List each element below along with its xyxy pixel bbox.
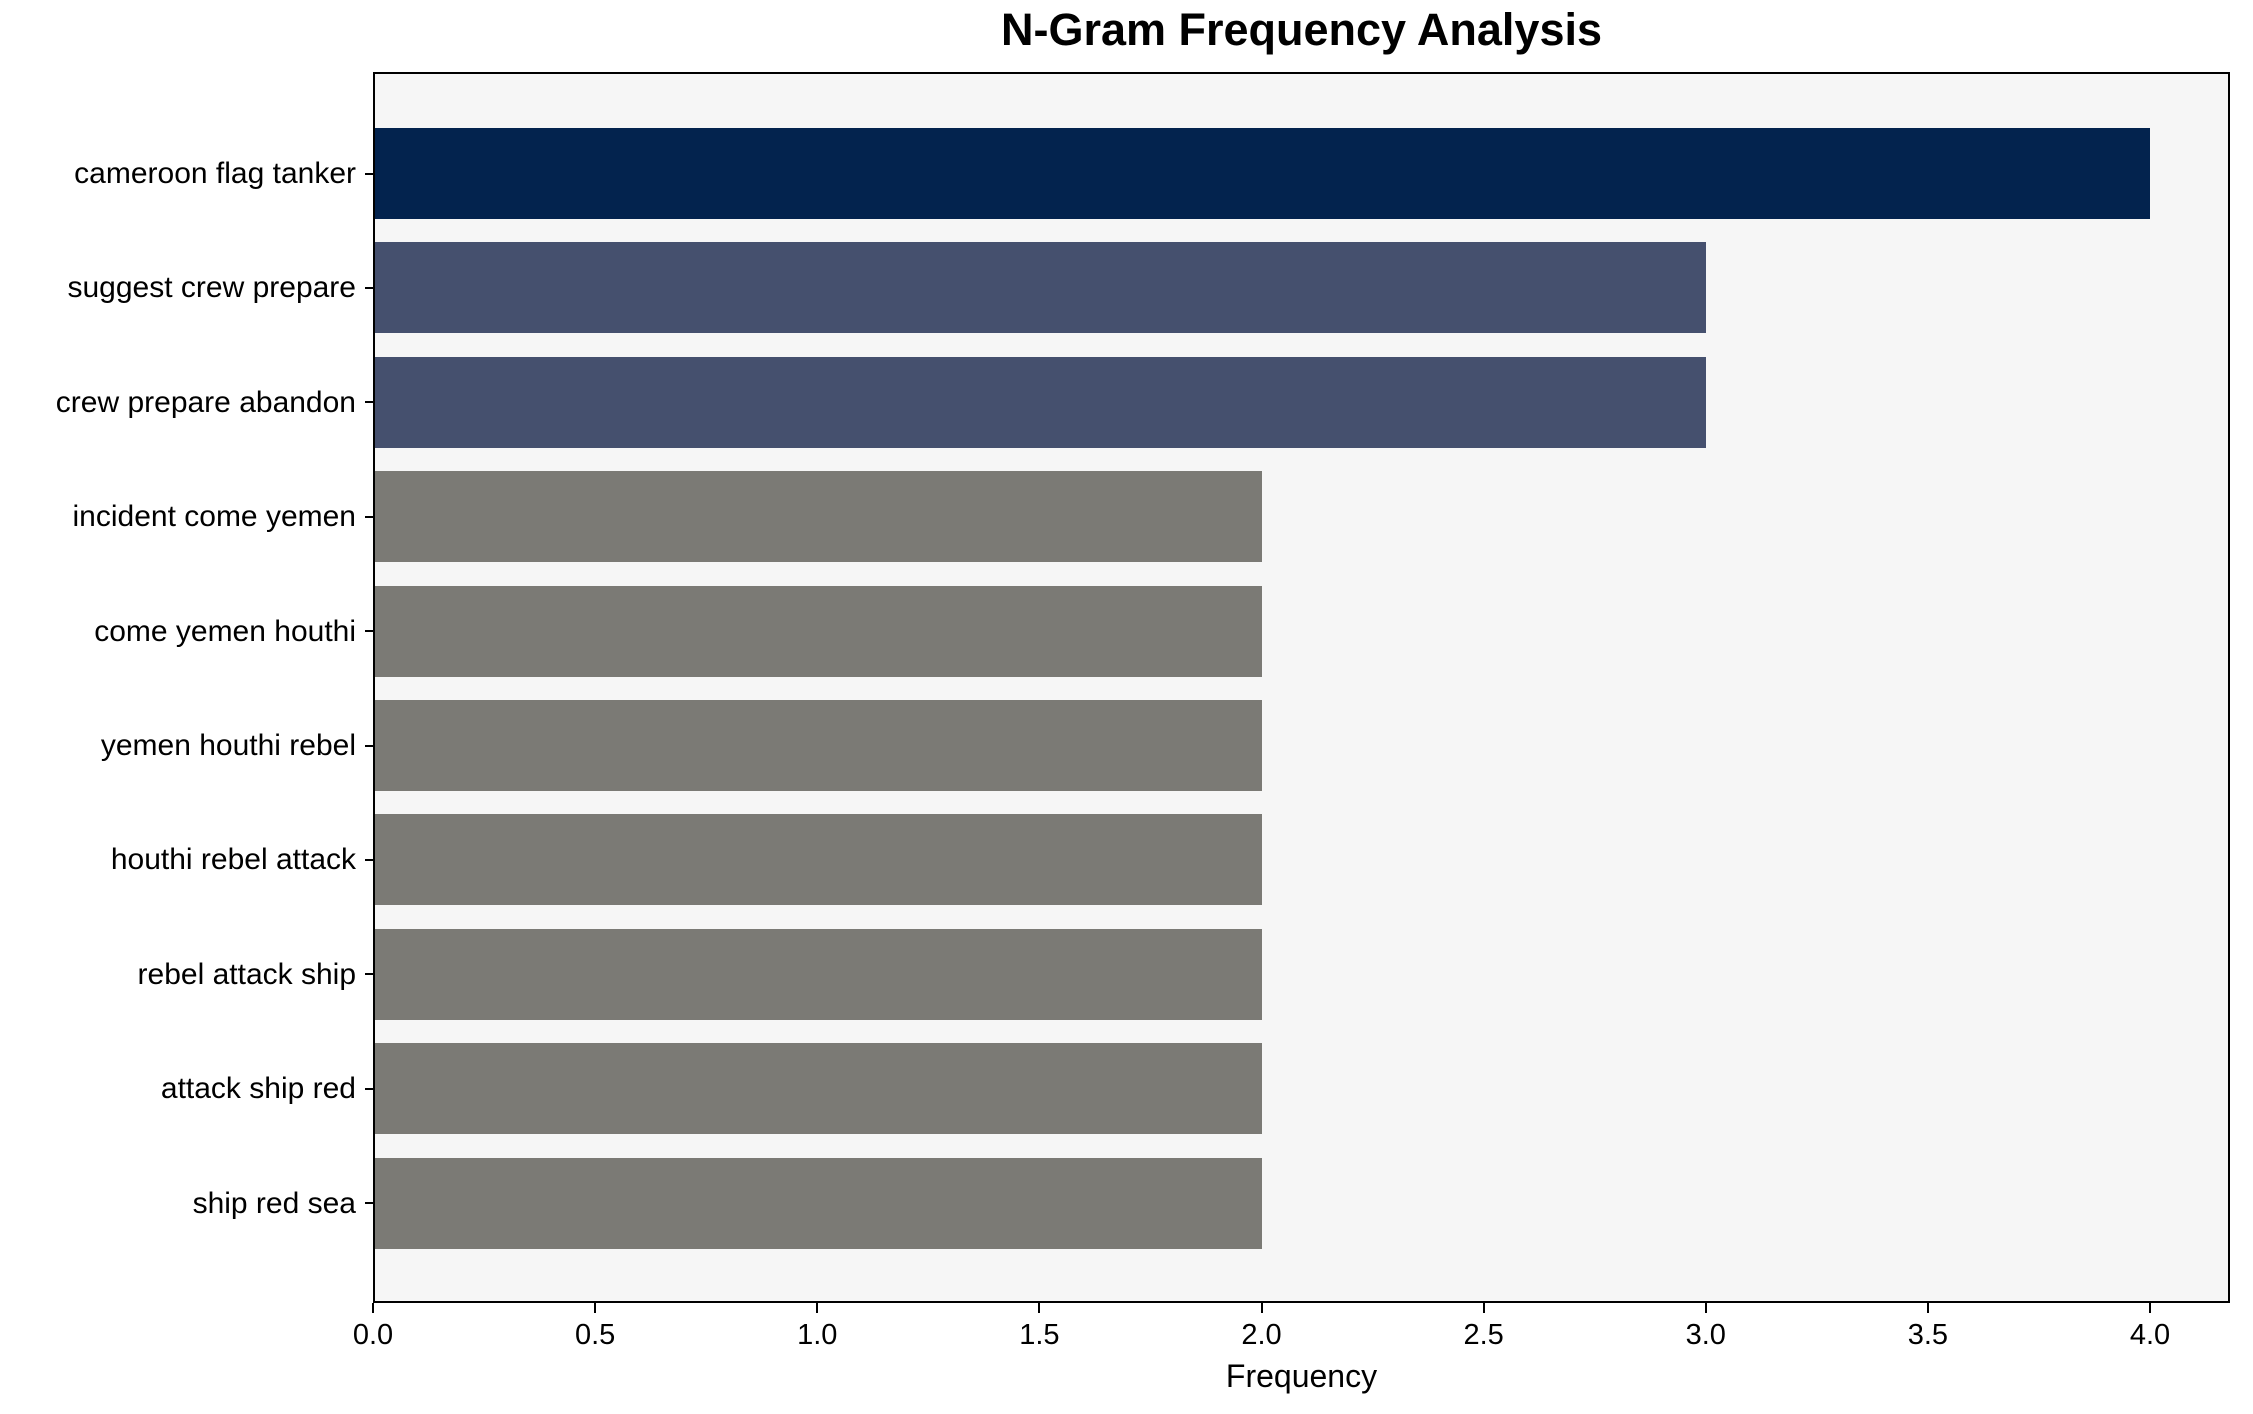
bar	[375, 1157, 1262, 1249]
bar	[375, 471, 1262, 563]
y-axis-tick	[365, 744, 373, 747]
y-axis-category-label: cameroon flag tanker	[74, 157, 356, 190]
y-axis-category-label: incident come yemen	[72, 500, 356, 534]
x-axis-tick	[2149, 1303, 2152, 1313]
x-axis-tick	[594, 1303, 597, 1313]
y-axis-tick	[365, 515, 373, 518]
x-axis-label: Frequency	[1225, 1358, 1378, 1394]
y-axis-tick	[365, 858, 373, 861]
x-axis-tick	[1038, 1303, 1041, 1313]
y-axis-category-label: attack ship red	[160, 1072, 356, 1106]
y-axis-tick	[365, 1087, 373, 1090]
chart-title: N-Gram Frequency Analysis	[1000, 4, 1603, 55]
y-axis-tick	[365, 1202, 373, 1205]
y-axis-category-label: ship red sea	[192, 1186, 356, 1220]
x-axis-tick-label: 0.5	[574, 1319, 616, 1351]
x-axis-tick-label: 1.0	[797, 1319, 838, 1351]
x-axis-tick	[1482, 1303, 1485, 1313]
x-axis-tick-label: 4.0	[2129, 1319, 2171, 1351]
x-axis-tick	[1704, 1303, 1707, 1313]
x-axis-tick-label: 3.0	[1685, 1319, 1726, 1351]
y-axis-category-label: yemen houthi rebel	[100, 729, 356, 762]
bar	[375, 928, 1262, 1020]
x-axis-tick	[372, 1303, 374, 1313]
x-axis-tick	[816, 1303, 819, 1313]
bar	[375, 128, 2151, 219]
y-axis-tick	[365, 172, 373, 175]
bar	[375, 356, 1706, 448]
y-axis-category-label: rebel attack ship	[137, 957, 356, 991]
y-axis-tick	[365, 286, 373, 289]
x-axis-tick-label: 0.0	[352, 1319, 394, 1351]
x-axis-tick-label: 1.5	[1019, 1319, 1060, 1351]
x-axis-tick	[1926, 1303, 1929, 1313]
x-axis-tick	[1260, 1303, 1263, 1313]
bar	[375, 585, 1262, 677]
x-axis-tick-label: 2.0	[1241, 1319, 1282, 1351]
y-axis-category-label: come yemen houthi	[94, 614, 356, 648]
bar	[375, 700, 1262, 791]
bar	[375, 814, 1262, 906]
y-axis-tick	[365, 973, 373, 976]
y-axis-category-label: houthi rebel attack	[110, 843, 356, 877]
y-axis-tick	[365, 630, 373, 633]
x-axis-tick-label: 2.5	[1463, 1319, 1504, 1351]
y-axis-tick	[365, 401, 373, 404]
bar	[375, 242, 1706, 334]
x-axis-tick-label: 3.5	[1907, 1319, 1949, 1351]
bar	[375, 1043, 1262, 1135]
y-axis-category-label: suggest crew prepare	[67, 271, 357, 305]
y-axis-category-label: crew prepare abandon	[55, 385, 356, 419]
